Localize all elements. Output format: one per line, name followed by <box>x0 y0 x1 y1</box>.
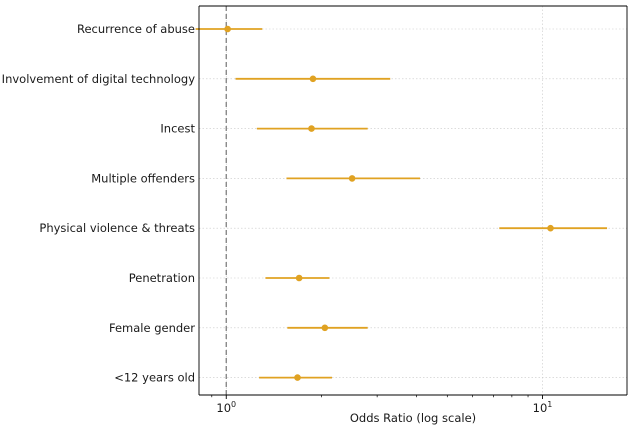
grid-layer <box>199 6 627 395</box>
forest-row: Female gender <box>109 321 368 335</box>
x-ticks: 100 101 <box>211 395 553 415</box>
row-label: Multiple offenders <box>91 171 195 185</box>
row-label: Involvement of digital technology <box>2 72 196 86</box>
x-tick-label: 101 <box>533 400 553 415</box>
row-label: Physical violence & threats <box>39 221 195 235</box>
row-label: <12 years old <box>114 371 195 385</box>
forest-row: Physical violence & threats <box>39 221 608 235</box>
forest-row: Recurrence of abuse <box>77 22 263 36</box>
forest-row: Penetration <box>129 271 330 285</box>
odds-ratio-point <box>547 224 554 232</box>
odds-ratio-point <box>224 25 231 33</box>
odds-ratio-point <box>321 324 329 332</box>
row-label: Penetration <box>129 271 195 285</box>
x-tick-label: 100 <box>216 400 236 415</box>
x-axis-title: Odds Ratio (log scale) <box>350 411 476 425</box>
forest-row: Involvement of digital technology <box>2 72 391 86</box>
forest-row: Multiple offenders <box>91 171 421 185</box>
rows-layer: Recurrence of abuse Involvement of digita… <box>2 22 608 385</box>
odds-ratio-point <box>308 125 315 132</box>
row-label: Incest <box>160 122 195 136</box>
odds-ratio-point <box>294 374 301 381</box>
odds-ratio-point <box>295 274 303 282</box>
forest-row: Incest <box>160 122 368 136</box>
row-label: Recurrence of abuse <box>77 22 195 36</box>
row-label: Female gender <box>109 321 195 335</box>
forest-row: <12 years old <box>114 371 333 385</box>
odds-ratio-point <box>348 175 356 182</box>
axes-layer <box>198 5 628 396</box>
odds-ratio-point <box>309 75 317 83</box>
